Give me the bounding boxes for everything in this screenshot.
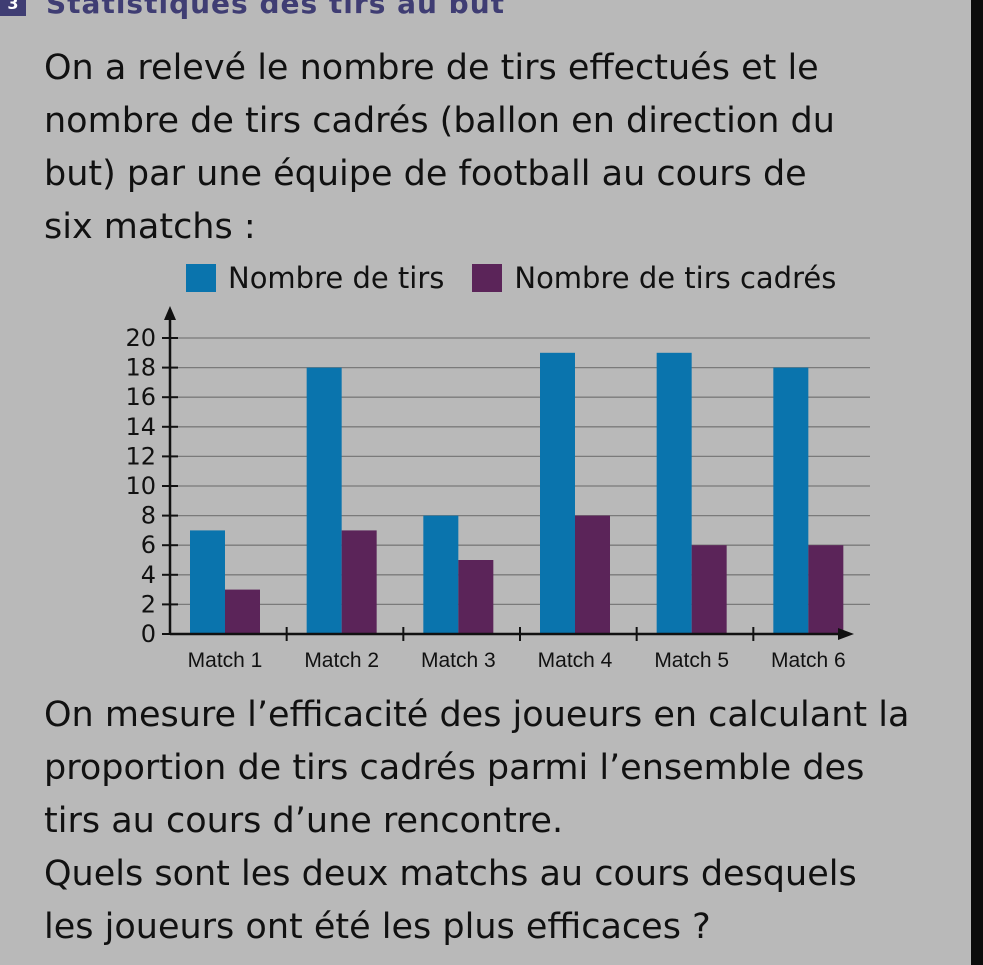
- exercise-number-badge: 3: [0, 0, 26, 16]
- y-tick-label: 8: [141, 502, 156, 530]
- intro-paragraph: On a relevé le nombre de tirs effectués …: [44, 42, 944, 254]
- y-tick-label: 4: [141, 561, 156, 589]
- y-tick-label: 18: [125, 354, 156, 382]
- legend-label-cadres: Nombre de tirs cadrés: [514, 261, 837, 295]
- chart-legend: Nombre de tirs Nombre de tirs cadrés: [186, 258, 864, 298]
- question-line: Quels sont les deux matchs au cours desq…: [44, 854, 857, 894]
- y-tick-label: 12: [125, 442, 156, 470]
- bar-tirs-cadres: [458, 560, 494, 634]
- bar-tirs-cadres: [808, 545, 844, 634]
- question-line: les joueurs ont été les plus efficaces ?: [44, 907, 711, 947]
- x-tick-label: Match 2: [304, 649, 379, 672]
- x-axis-arrow: [838, 628, 854, 640]
- bar-tirs: [190, 530, 225, 634]
- intro-line: On a relevé le nombre de tirs effectués …: [44, 48, 819, 88]
- y-axis-arrow: [164, 306, 176, 320]
- y-tick-label: 14: [125, 413, 156, 441]
- bar-tirs: [773, 367, 809, 634]
- bar-tirs: [656, 352, 692, 634]
- legend-label-tirs: Nombre de tirs: [228, 261, 445, 295]
- y-tick-label: 0: [141, 620, 156, 648]
- exercise-title: Statistiques des tirs au but: [46, 0, 506, 20]
- x-tick-label: Match 6: [771, 649, 846, 672]
- question-paragraph: On mesure l’efficacité des joueurs en ca…: [44, 689, 944, 954]
- question-line: proportion de tirs cadrés parmi l’ensemb…: [44, 748, 865, 788]
- bar-tirs-cadres: [691, 545, 727, 634]
- y-tick-label: 6: [141, 531, 156, 559]
- y-tick-label: 10: [125, 472, 156, 500]
- exercise-header: 3 Statistiques des tirs au but: [0, 0, 505, 20]
- x-tick-label: Match 5: [654, 649, 729, 672]
- y-tick-label: 16: [125, 383, 156, 411]
- intro-line: nombre de tirs cadrés (ballon en directi…: [44, 101, 835, 141]
- question-line: tirs au cours d’une rencontre.: [44, 801, 564, 841]
- y-tick-label: 2: [141, 590, 156, 618]
- legend-swatch-cadres: [472, 264, 503, 292]
- intro-line: six matchs :: [44, 207, 256, 247]
- x-tick-label: Match 3: [421, 649, 496, 672]
- bar-tirs-cadres: [225, 589, 260, 634]
- legend-swatch-tirs: [186, 264, 216, 292]
- bar-tirs: [423, 515, 459, 634]
- x-tick-label: Match 1: [188, 649, 263, 672]
- question-line: On mesure l’efficacité des joueurs en ca…: [44, 695, 910, 735]
- x-tick-label: Match 4: [538, 649, 613, 672]
- bar-tirs-cadres: [341, 530, 377, 634]
- intro-line: but) par une équipe de football au cours…: [44, 154, 807, 194]
- right-edge-strip: [971, 0, 983, 965]
- bar-tirs: [540, 352, 575, 634]
- bar-tirs-cadres: [575, 515, 610, 634]
- y-tick-label: 20: [125, 324, 156, 352]
- bar-tirs: [306, 367, 342, 634]
